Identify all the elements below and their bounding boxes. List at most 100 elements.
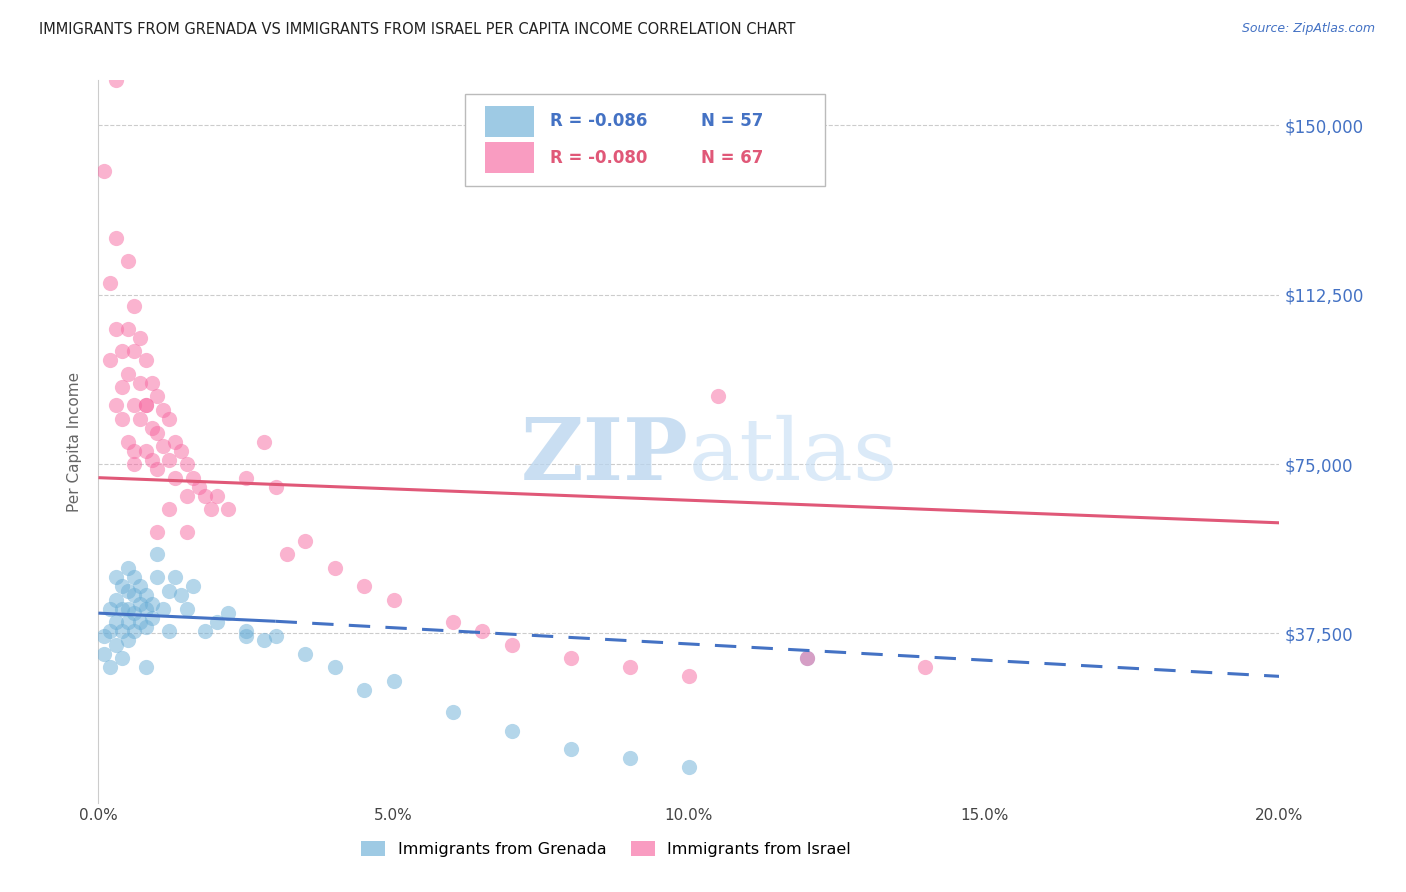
Point	[122, 398, 145, 412]
Point	[152, 439, 174, 453]
Point	[205, 489, 228, 503]
Point	[135, 588, 157, 602]
FancyBboxPatch shape	[485, 106, 534, 136]
Point	[707, 389, 730, 403]
Point	[128, 615, 150, 630]
Point	[471, 624, 494, 639]
Point	[93, 163, 115, 178]
Point	[117, 633, 139, 648]
Point	[264, 629, 287, 643]
Point	[796, 651, 818, 665]
Point	[146, 524, 169, 539]
Point	[111, 380, 134, 394]
Point	[157, 583, 180, 598]
Text: IMMIGRANTS FROM GRENADA VS IMMIGRANTS FROM ISRAEL PER CAPITA INCOME CORRELATION : IMMIGRANTS FROM GRENADA VS IMMIGRANTS FR…	[39, 22, 796, 37]
Point	[170, 588, 193, 602]
Point	[141, 421, 163, 435]
Point	[294, 647, 316, 661]
Point	[141, 376, 163, 390]
Point	[146, 425, 169, 440]
Point	[181, 579, 204, 593]
Point	[176, 489, 198, 503]
Point	[796, 651, 818, 665]
Point	[205, 615, 228, 630]
Point	[170, 443, 193, 458]
Text: ZIP: ZIP	[522, 414, 689, 498]
Point	[111, 624, 134, 639]
Point	[200, 502, 222, 516]
Point	[914, 660, 936, 674]
Point	[264, 480, 287, 494]
Point	[560, 741, 582, 756]
Point	[111, 601, 134, 615]
Point	[98, 624, 121, 639]
Point	[176, 601, 198, 615]
Point	[323, 660, 346, 674]
Point	[678, 669, 700, 683]
Point	[235, 629, 257, 643]
Point	[105, 73, 128, 87]
Point	[111, 412, 134, 426]
Text: atlas: atlas	[689, 415, 898, 498]
Text: N = 57: N = 57	[700, 112, 763, 130]
Point	[253, 633, 276, 648]
Point	[93, 629, 115, 643]
Point	[105, 231, 128, 245]
Point	[122, 443, 145, 458]
Point	[276, 548, 298, 562]
Point	[98, 601, 121, 615]
Point	[117, 615, 139, 630]
Point	[441, 706, 464, 720]
Point	[253, 434, 276, 449]
Point	[128, 376, 150, 390]
Point	[135, 601, 157, 615]
Point	[122, 624, 145, 639]
Point	[117, 601, 139, 615]
Point	[146, 389, 169, 403]
Point	[187, 480, 209, 494]
Point	[146, 461, 169, 475]
Point	[382, 592, 405, 607]
Point	[619, 750, 641, 764]
Point	[122, 299, 145, 313]
Point	[117, 434, 139, 449]
Point	[122, 457, 145, 471]
Point	[157, 452, 180, 467]
Point	[122, 606, 145, 620]
FancyBboxPatch shape	[464, 94, 825, 186]
Point	[122, 344, 145, 359]
Point	[135, 443, 157, 458]
Text: R = -0.080: R = -0.080	[550, 149, 647, 167]
Text: N = 67: N = 67	[700, 149, 763, 167]
Point	[165, 570, 187, 584]
Point	[98, 660, 121, 674]
Point	[128, 331, 150, 345]
Point	[93, 647, 115, 661]
Point	[165, 470, 187, 484]
Point	[105, 615, 128, 630]
Legend: Immigrants from Grenada, Immigrants from Israel: Immigrants from Grenada, Immigrants from…	[354, 835, 858, 863]
Point	[176, 457, 198, 471]
Point	[135, 398, 157, 412]
Point	[194, 489, 217, 503]
Point	[98, 353, 121, 368]
Point	[135, 353, 157, 368]
Point	[678, 760, 700, 774]
Point	[501, 638, 523, 652]
Point	[128, 597, 150, 611]
Point	[141, 452, 163, 467]
Point	[146, 570, 169, 584]
Point	[105, 592, 128, 607]
Point	[353, 682, 375, 697]
Point	[135, 660, 157, 674]
Point	[135, 398, 157, 412]
Point	[194, 624, 217, 639]
Point	[111, 651, 134, 665]
Point	[135, 620, 157, 634]
Point	[128, 579, 150, 593]
Point	[323, 561, 346, 575]
Point	[560, 651, 582, 665]
Point	[441, 615, 464, 630]
Point	[105, 638, 128, 652]
Point	[217, 606, 239, 620]
